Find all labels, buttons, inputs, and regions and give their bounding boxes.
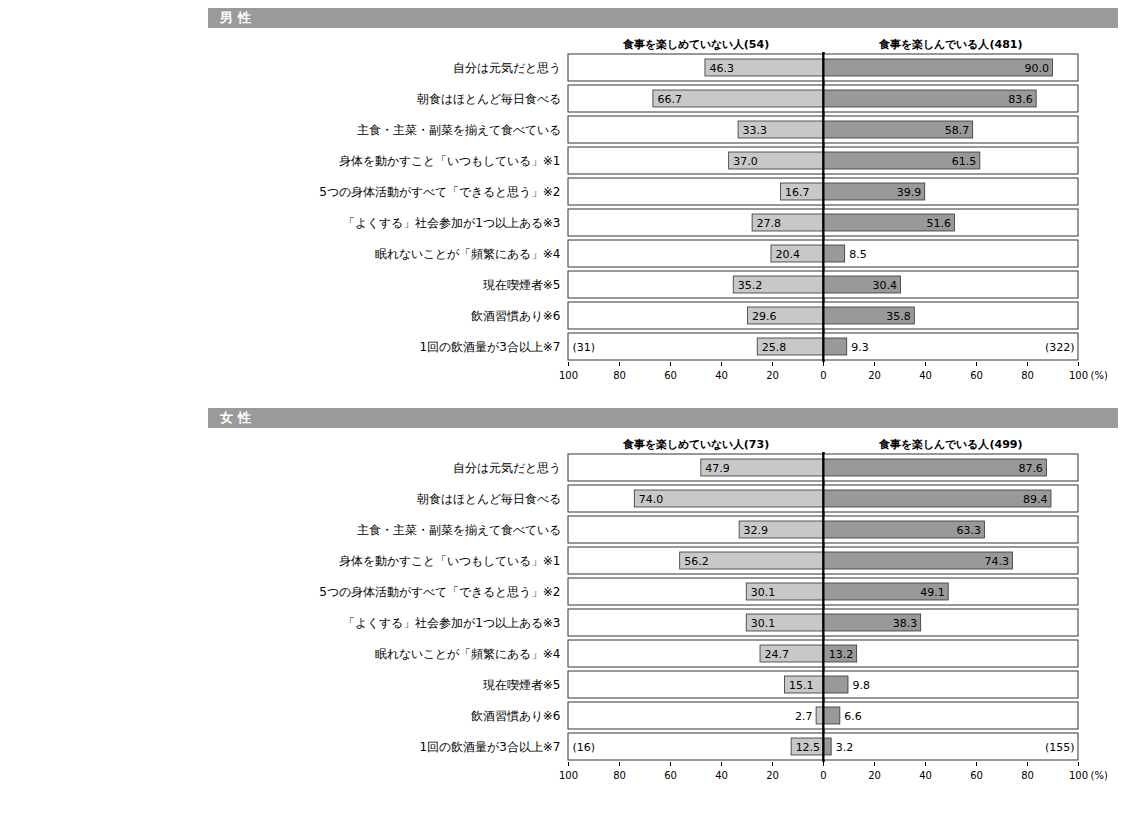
svg-text:29.6: 29.6	[752, 310, 777, 323]
svg-text:32.9: 32.9	[744, 524, 769, 537]
svg-text:89.4: 89.4	[1023, 493, 1048, 506]
svg-text:25.8: 25.8	[762, 341, 787, 354]
svg-text:現在喫煙者※5: 現在喫煙者※5	[483, 678, 561, 692]
svg-text:60: 60	[664, 370, 677, 381]
svg-text:35.2: 35.2	[738, 279, 763, 292]
svg-text:3.2: 3.2	[836, 741, 854, 754]
svg-text:(16): (16)	[573, 741, 596, 754]
svg-text:5つの身体活動がすべて「できると思う」※2: 5つの身体活動がすべて「できると思う」※2	[319, 585, 560, 599]
svg-text:20.4: 20.4	[775, 248, 800, 261]
svg-text:食事を楽しんでいる人(499): 食事を楽しんでいる人(499)	[878, 438, 1022, 451]
svg-text:30.4: 30.4	[873, 279, 898, 292]
svg-text:8.5: 8.5	[849, 248, 867, 261]
svg-text:74.3: 74.3	[984, 555, 1009, 568]
svg-text:63.3: 63.3	[956, 524, 981, 537]
svg-text:27.8: 27.8	[757, 217, 782, 230]
svg-text:87.6: 87.6	[1018, 462, 1043, 475]
svg-text:9.3: 9.3	[851, 341, 869, 354]
svg-text:33.3: 33.3	[743, 124, 768, 137]
svg-text:主食・主菜・副菜を揃えて食べている: 主食・主菜・副菜を揃えて食べている	[357, 123, 561, 137]
svg-text:49.1: 49.1	[920, 586, 945, 599]
svg-text:35.8: 35.8	[886, 310, 911, 323]
svg-text:1回の飲酒量が3合以上※7: 1回の飲酒量が3合以上※7	[420, 340, 561, 354]
svg-text:40: 40	[919, 370, 932, 381]
svg-text:100: 100	[1069, 770, 1088, 781]
svg-text:56.2: 56.2	[684, 555, 709, 568]
svg-text:30.1: 30.1	[751, 586, 776, 599]
svg-text:主食・主菜・副菜を揃えて食べている: 主食・主菜・副菜を揃えて食べている	[357, 523, 561, 537]
svg-text:6.6: 6.6	[844, 710, 862, 723]
svg-text:20: 20	[868, 370, 881, 381]
svg-text:100: 100	[559, 770, 578, 781]
svg-text:1回の飲酒量が3合以上※7: 1回の飲酒量が3合以上※7	[420, 740, 561, 754]
svg-text:83.6: 83.6	[1008, 93, 1032, 106]
svg-text:自分は元気だと思う: 自分は元気だと思う	[453, 61, 561, 75]
svg-text:74.0: 74.0	[639, 493, 664, 506]
svg-text:37.0: 37.0	[733, 155, 758, 168]
svg-text:0: 0	[820, 770, 826, 781]
svg-text:現在喫煙者※5: 現在喫煙者※5	[483, 278, 561, 292]
svg-text:40: 40	[715, 370, 728, 381]
svg-text:12.5: 12.5	[796, 741, 821, 754]
svg-text:15.1: 15.1	[789, 679, 814, 692]
svg-text:100: 100	[1069, 370, 1088, 381]
svg-text:47.9: 47.9	[705, 462, 730, 475]
svg-text:(155): (155)	[1045, 741, 1075, 754]
svg-text:(%): (%)	[1091, 370, 1108, 381]
html-text:女 性: 女 性	[220, 410, 251, 425]
svg-text:朝食はほとんど毎日食べる: 朝食はほとんど毎日食べる	[417, 492, 561, 506]
svg-text:51.6: 51.6	[927, 217, 952, 230]
svg-text:80: 80	[1021, 770, 1034, 781]
svg-text:80: 80	[613, 370, 626, 381]
svg-text:眠れないことが「頻繁にある」※4: 眠れないことが「頻繁にある」※4	[375, 647, 561, 661]
html-text:男 性: 男 性	[220, 10, 251, 25]
svg-text:100: 100	[559, 370, 578, 381]
svg-text:40: 40	[919, 770, 932, 781]
svg-text:食事を楽しんでいる人(481): 食事を楽しんでいる人(481)	[878, 38, 1022, 51]
svg-text:5つの身体活動がすべて「できると思う」※2: 5つの身体活動がすべて「できると思う」※2	[319, 185, 560, 199]
svg-text:20: 20	[766, 770, 779, 781]
svg-text:眠れないことが「頻繁にある」※4: 眠れないことが「頻繁にある」※4	[375, 247, 561, 261]
svg-text:飲酒習慣あり※6: 飲酒習慣あり※6	[471, 309, 561, 323]
svg-text:61.5: 61.5	[952, 155, 977, 168]
svg-text:60: 60	[970, 370, 983, 381]
svg-text:朝食はほとんど毎日食べる: 朝食はほとんど毎日食べる	[417, 92, 561, 106]
svg-text:食事を楽しめていない人(73): 食事を楽しめていない人(73)	[622, 438, 769, 451]
svg-text:66.7: 66.7	[657, 93, 682, 106]
svg-text:「よくする」社会参加が1つ以上ある※3: 「よくする」社会参加が1つ以上ある※3	[343, 216, 560, 230]
svg-text:2.7: 2.7	[795, 710, 813, 723]
svg-text:24.7: 24.7	[765, 648, 790, 661]
svg-text:身体を動かすこと「いつもしている」※1: 身体を動かすこと「いつもしている」※1	[339, 154, 561, 168]
svg-text:13.2: 13.2	[829, 648, 854, 661]
svg-text:身体を動かすこと「いつもしている」※1: 身体を動かすこと「いつもしている」※1	[339, 554, 561, 568]
svg-text:0: 0	[820, 370, 826, 381]
svg-text:9.8: 9.8	[852, 679, 870, 692]
svg-text:80: 80	[613, 770, 626, 781]
svg-text:食事を楽しめていない人(54): 食事を楽しめていない人(54)	[622, 38, 769, 51]
svg-text:80: 80	[1021, 370, 1034, 381]
svg-text:90.0: 90.0	[1025, 62, 1050, 75]
svg-text:60: 60	[970, 770, 983, 781]
svg-text:58.7: 58.7	[945, 124, 970, 137]
svg-text:16.7: 16.7	[785, 186, 810, 199]
svg-text:46.3: 46.3	[709, 62, 734, 75]
svg-text:飲酒習慣あり※6: 飲酒習慣あり※6	[471, 709, 561, 723]
svg-text:(%): (%)	[1091, 770, 1108, 781]
svg-text:20: 20	[868, 770, 881, 781]
svg-text:(31): (31)	[573, 341, 596, 354]
svg-text:自分は元気だと思う: 自分は元気だと思う	[453, 461, 561, 475]
svg-text:60: 60	[664, 770, 677, 781]
svg-text:38.3: 38.3	[893, 617, 918, 630]
svg-text:39.9: 39.9	[897, 186, 922, 199]
svg-text:40: 40	[715, 770, 728, 781]
svg-text:「よくする」社会参加が1つ以上ある※3: 「よくする」社会参加が1つ以上ある※3	[343, 616, 560, 630]
svg-text:(322): (322)	[1045, 341, 1075, 354]
svg-text:30.1: 30.1	[751, 617, 776, 630]
svg-text:20: 20	[766, 370, 779, 381]
